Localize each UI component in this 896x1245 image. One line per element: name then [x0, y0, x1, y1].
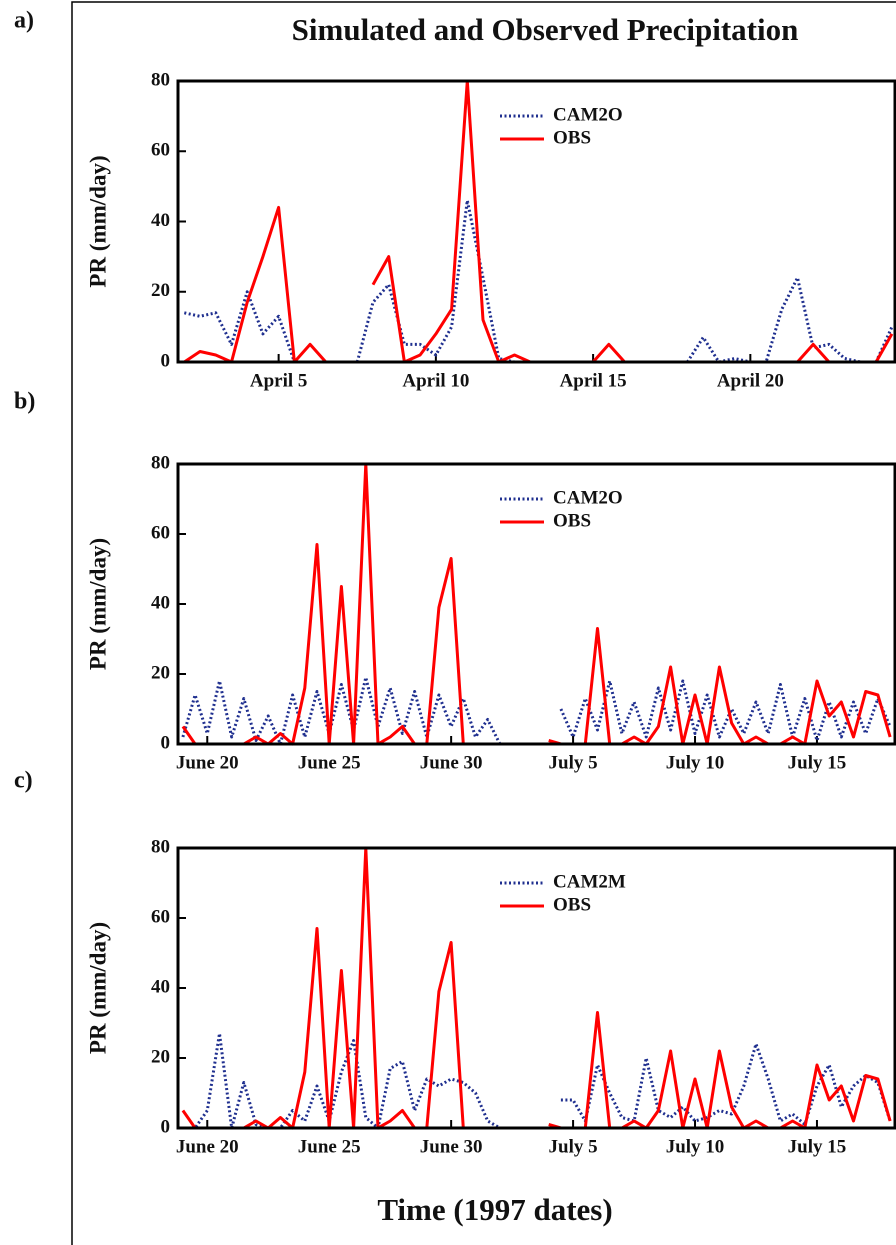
legend-label: OBS	[553, 894, 591, 915]
series-line	[181, 676, 892, 746]
x-tick-label: April 20	[717, 370, 784, 391]
y-tick-label: 60	[151, 140, 170, 161]
plot-frame	[176, 79, 896, 364]
x-tick-label: June 20	[176, 1136, 239, 1157]
legend-label: CAM2M	[553, 871, 626, 892]
series-line	[182, 1032, 892, 1130]
legend-label: CAM2O	[553, 487, 623, 508]
y-tick-label: 40	[151, 592, 170, 613]
x-tick-label: April 10	[402, 370, 469, 391]
y-tick-label: 60	[151, 522, 170, 543]
x-tick-label: July 5	[549, 1136, 598, 1157]
plot-frame	[176, 846, 896, 1130]
x-tick-label: July 5	[549, 752, 598, 773]
x-axis-label: Time (1997 dates)	[377, 1192, 612, 1227]
plot-frame	[176, 462, 896, 746]
x-tick-label: July 10	[666, 1136, 725, 1157]
series-line	[183, 79, 894, 364]
y-tick-label: 20	[151, 1046, 170, 1067]
legend-label: CAM2O	[553, 104, 623, 125]
x-tick-label: June 25	[298, 1136, 361, 1157]
y-tick-label: 40	[151, 976, 170, 997]
y-axis-label: PR (mm/day)	[85, 155, 110, 287]
x-tick-label: July 10	[666, 752, 725, 773]
y-tick-label: 20	[151, 280, 170, 301]
panel-label: c)	[14, 768, 33, 794]
x-tick-label: July 15	[788, 752, 847, 773]
panel-label: a)	[14, 8, 34, 34]
y-tick-label: 40	[151, 210, 170, 231]
y-axis-label: PR (mm/day)	[85, 538, 110, 670]
y-tick-label: 80	[151, 69, 170, 90]
y-tick-label: 60	[151, 906, 170, 927]
y-tick-label: 0	[161, 1116, 171, 1137]
figure-frame	[71, 1, 896, 1245]
x-tick-label: June 20	[176, 752, 239, 773]
x-tick-label: July 15	[788, 1136, 847, 1157]
chart-title: Simulated and Observed Precipitation	[292, 12, 799, 47]
legend-label: OBS	[553, 510, 591, 531]
x-tick-label: April 5	[250, 370, 308, 391]
y-tick-label: 0	[161, 732, 171, 753]
series-line	[183, 198, 894, 364]
legend-label: OBS	[553, 127, 591, 148]
y-tick-label: 0	[161, 350, 171, 371]
panel-label: b)	[14, 389, 35, 415]
y-tick-label: 80	[151, 836, 170, 857]
y-tick-label: 20	[151, 662, 170, 683]
y-tick-label: 80	[151, 452, 170, 473]
y-axis-label: PR (mm/day)	[85, 922, 110, 1054]
x-tick-label: June 25	[298, 752, 361, 773]
x-tick-label: June 30	[420, 752, 483, 773]
x-tick-label: June 30	[420, 1136, 483, 1157]
x-tick-label: April 15	[560, 370, 627, 391]
